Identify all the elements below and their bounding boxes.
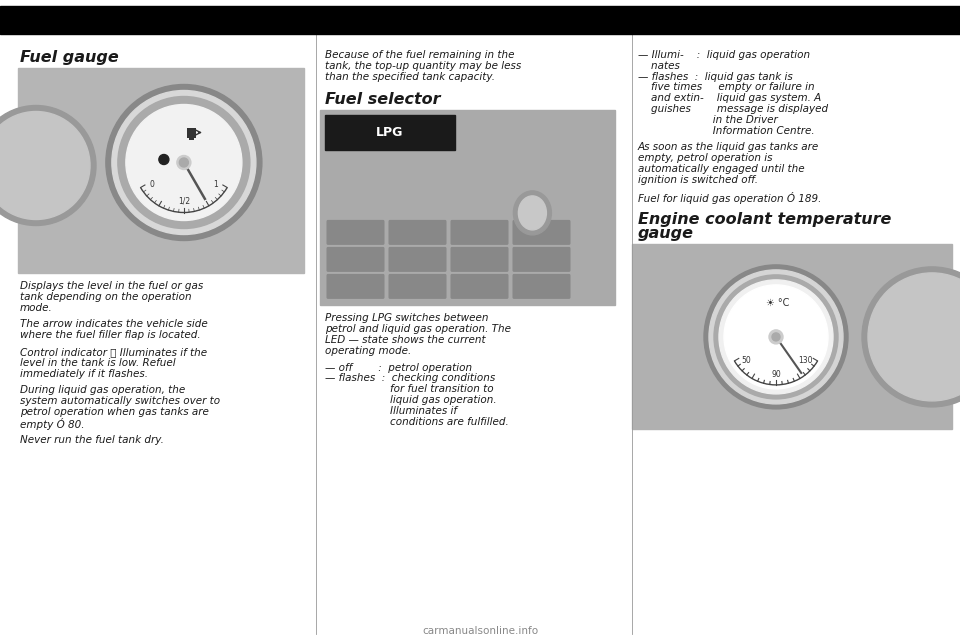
Text: LPG: LPG <box>376 126 404 139</box>
Text: automatically engaged until the: automatically engaged until the <box>638 164 804 174</box>
Text: — flashes  :  liquid gas tank is: — flashes : liquid gas tank is <box>638 72 793 82</box>
Circle shape <box>118 96 250 229</box>
Circle shape <box>724 285 828 389</box>
Text: guishes        message is displayed: guishes message is displayed <box>638 104 828 114</box>
Text: Fuel for liquid gas operation Ó 189.: Fuel for liquid gas operation Ó 189. <box>638 191 822 204</box>
Text: empty Ó 80.: empty Ó 80. <box>20 418 84 429</box>
Circle shape <box>0 112 90 220</box>
Text: 1: 1 <box>213 180 218 189</box>
Ellipse shape <box>514 191 551 235</box>
FancyBboxPatch shape <box>450 220 509 245</box>
Circle shape <box>180 158 188 167</box>
Ellipse shape <box>518 196 546 230</box>
Text: nates: nates <box>638 61 680 71</box>
Circle shape <box>0 105 96 225</box>
Bar <box>18 68 304 273</box>
Text: tank depending on the operation: tank depending on the operation <box>20 292 192 302</box>
Text: system automatically switches over to: system automatically switches over to <box>20 396 220 406</box>
Circle shape <box>862 267 960 407</box>
Text: for fuel transition to: for fuel transition to <box>325 384 493 394</box>
Circle shape <box>106 85 262 241</box>
Text: 90: 90 <box>771 370 780 379</box>
Circle shape <box>704 265 848 409</box>
FancyBboxPatch shape <box>326 220 385 245</box>
Text: in the Driver: in the Driver <box>638 115 778 125</box>
Text: 1/2: 1/2 <box>178 197 190 206</box>
Text: Illuminates if: Illuminates if <box>325 406 457 416</box>
Text: Engine coolant temperature: Engine coolant temperature <box>638 213 892 227</box>
Text: Pressing LPG switches between: Pressing LPG switches between <box>325 313 489 324</box>
Bar <box>187 128 196 137</box>
Text: 50: 50 <box>741 356 751 365</box>
Text: 130: 130 <box>799 356 813 365</box>
Text: Fuel gauge: Fuel gauge <box>20 50 119 65</box>
Text: 90: 90 <box>28 13 45 26</box>
FancyBboxPatch shape <box>513 274 570 299</box>
Text: LED — state shows the current: LED — state shows the current <box>325 335 486 345</box>
Circle shape <box>126 105 242 220</box>
Text: As soon as the liquid gas tanks are: As soon as the liquid gas tanks are <box>638 143 819 152</box>
Text: ignition is switched off.: ignition is switched off. <box>638 175 758 185</box>
FancyBboxPatch shape <box>326 247 385 272</box>
Text: Instruments and controls: Instruments and controls <box>391 13 569 26</box>
Text: liquid gas operation.: liquid gas operation. <box>325 395 496 405</box>
Text: Displays the level in the fuel or gas: Displays the level in the fuel or gas <box>20 281 204 291</box>
Text: than the specified tank capacity.: than the specified tank capacity. <box>325 72 495 82</box>
FancyBboxPatch shape <box>513 247 570 272</box>
Circle shape <box>714 275 838 399</box>
Text: — flashes  :  checking conditions: — flashes : checking conditions <box>325 374 495 383</box>
Circle shape <box>772 333 780 341</box>
Text: gauge: gauge <box>638 227 694 241</box>
Text: level in the tank is low. Refuel: level in the tank is low. Refuel <box>20 358 176 368</box>
FancyBboxPatch shape <box>389 247 446 272</box>
Circle shape <box>709 270 843 404</box>
Text: Information Centre.: Information Centre. <box>638 126 815 135</box>
Text: Never run the fuel tank dry.: Never run the fuel tank dry. <box>20 435 164 445</box>
Circle shape <box>158 155 169 164</box>
Text: tank, the top-up quantity may be less: tank, the top-up quantity may be less <box>325 61 521 71</box>
FancyBboxPatch shape <box>450 274 509 299</box>
Circle shape <box>112 91 256 234</box>
Text: The arrow indicates the vehicle side: The arrow indicates the vehicle side <box>20 320 207 329</box>
Text: and extin-    liquid gas system. A: and extin- liquid gas system. A <box>638 93 821 103</box>
Text: During liquid gas operation, the: During liquid gas operation, the <box>20 385 185 395</box>
Text: — off        :  petrol operation: — off : petrol operation <box>325 363 472 372</box>
Circle shape <box>177 155 191 169</box>
Bar <box>632 245 952 429</box>
Bar <box>320 110 615 306</box>
Text: operating mode.: operating mode. <box>325 346 411 356</box>
Text: 0: 0 <box>150 180 155 189</box>
Text: carmanualsonline.info: carmanualsonline.info <box>422 626 538 636</box>
Text: petrol operation when gas tanks are: petrol operation when gas tanks are <box>20 407 209 417</box>
FancyBboxPatch shape <box>513 220 570 245</box>
Text: empty, petrol operation is: empty, petrol operation is <box>638 153 773 163</box>
Text: five times     empty or failure in: five times empty or failure in <box>638 82 815 92</box>
Circle shape <box>868 273 960 401</box>
Bar <box>189 137 194 139</box>
Circle shape <box>769 330 783 344</box>
Text: — Illumi-    :  liquid gas operation: — Illumi- : liquid gas operation <box>638 50 810 60</box>
Text: Fuel selector: Fuel selector <box>325 92 441 107</box>
Text: where the fuel filler flap is located.: where the fuel filler flap is located. <box>20 330 201 340</box>
FancyBboxPatch shape <box>326 274 385 299</box>
Text: petrol and liquid gas operation. The: petrol and liquid gas operation. The <box>325 324 511 334</box>
Text: Because of the fuel remaining in the: Because of the fuel remaining in the <box>325 50 515 60</box>
Bar <box>0 6 960 34</box>
Text: ☀ °C: ☀ °C <box>766 298 790 308</box>
Text: mode.: mode. <box>20 302 53 313</box>
Text: Control indicator Ⓟ Illuminates if the: Control indicator Ⓟ Illuminates if the <box>20 347 207 357</box>
Bar <box>325 116 455 150</box>
FancyBboxPatch shape <box>389 274 446 299</box>
Text: immediately if it flashes.: immediately if it flashes. <box>20 369 148 379</box>
Circle shape <box>719 280 833 394</box>
Text: conditions are fulfilled.: conditions are fulfilled. <box>325 417 509 426</box>
FancyBboxPatch shape <box>450 247 509 272</box>
FancyBboxPatch shape <box>389 220 446 245</box>
